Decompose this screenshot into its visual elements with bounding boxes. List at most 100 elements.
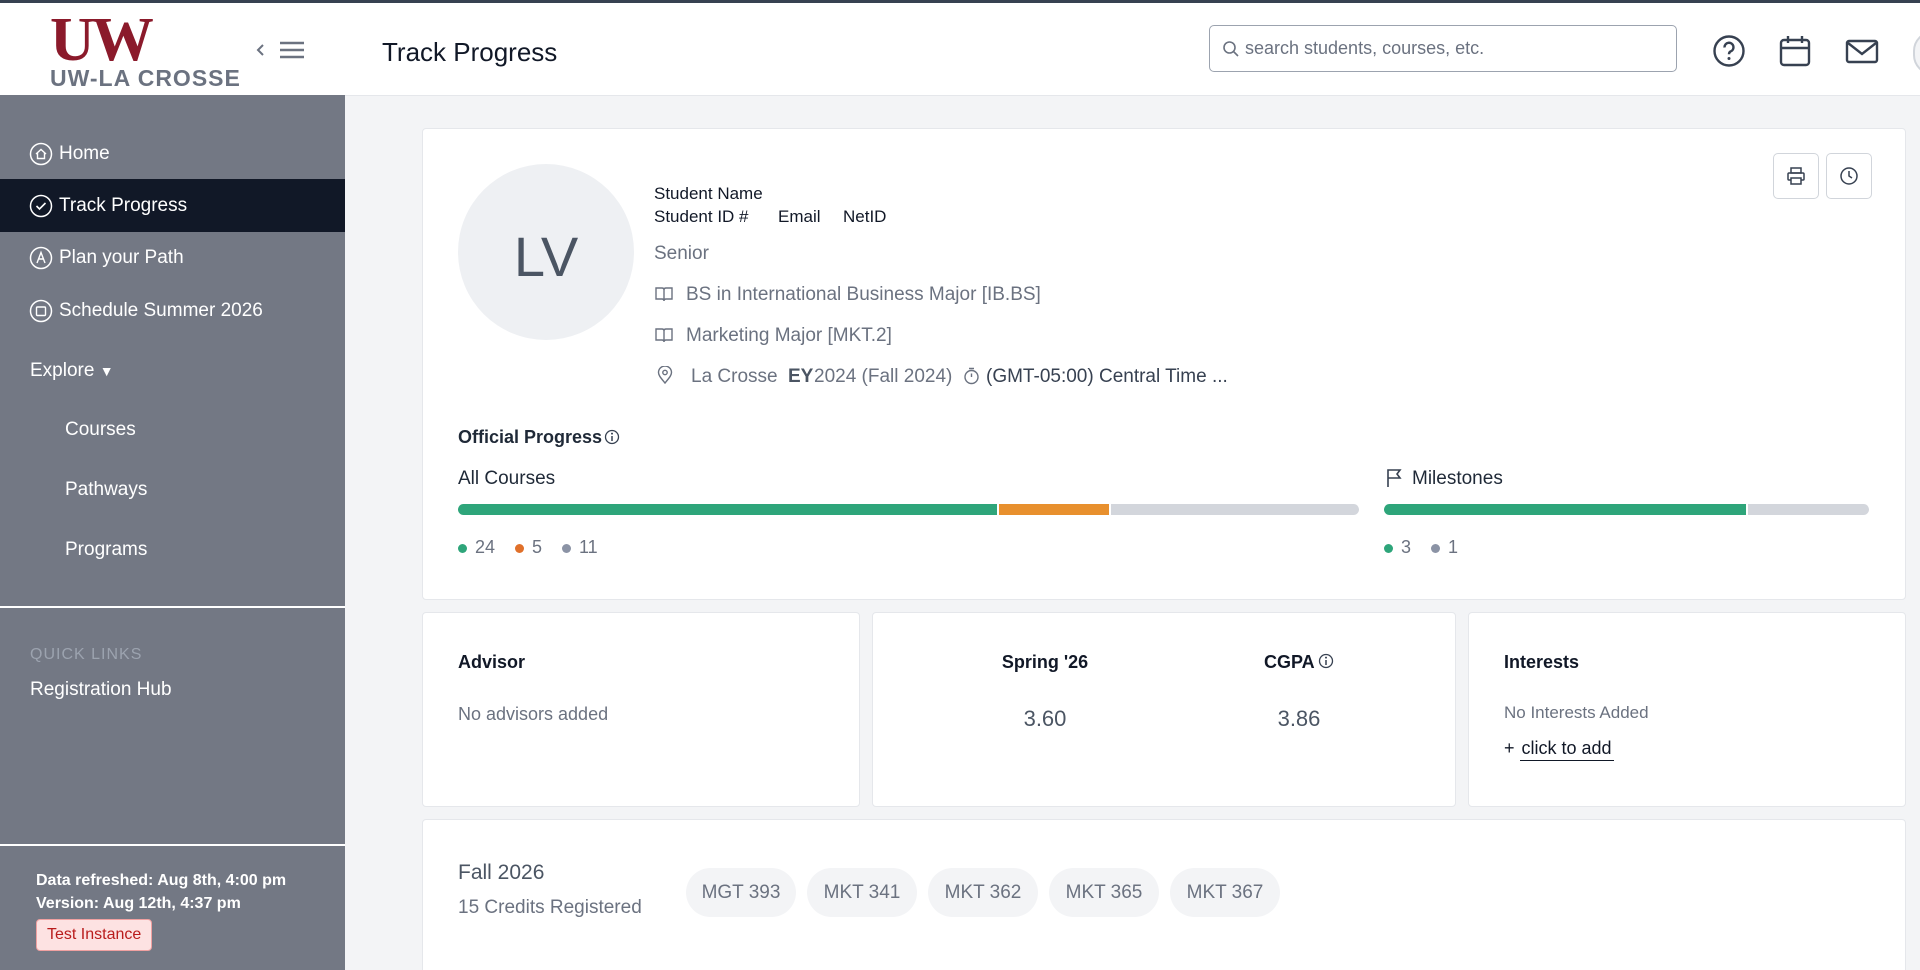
refresh-info: Data refreshed: Aug 8th, 4:00 pm [36, 872, 287, 889]
advisor-card [422, 612, 860, 807]
term-gpa: 3.60 [1023, 706, 1067, 731]
info-icon [604, 429, 620, 445]
explore-item[interactable]: Courses [65, 419, 136, 440]
legend-dot [515, 544, 524, 553]
check-icon [29, 194, 53, 218]
explore-toggle[interactable]: Explore ▼ [30, 360, 114, 382]
explore-item[interactable]: Programs [65, 539, 148, 560]
quick-link[interactable]: Registration Hub [30, 679, 172, 700]
logo-name: UW-LA CROSSE [50, 65, 241, 91]
caret: ▼ [99, 363, 114, 379]
history-button[interactable] [1826, 153, 1872, 199]
term-label: Spring '26 [1001, 652, 1089, 672]
upcoming-term: Fall 2026 [458, 861, 545, 884]
sidebar: UW UW-LA CROSSE Home Track Progress Plan… [0, 3, 346, 970]
interests-card [1468, 612, 1906, 807]
book-icon [655, 328, 673, 343]
search-placeholder: search students, courses, etc. [1245, 38, 1485, 58]
legend-dot [1431, 544, 1440, 553]
divider [0, 844, 345, 846]
legend-dot [458, 544, 467, 553]
student-id: Student ID # [654, 207, 749, 226]
avatar-initials: LV [513, 225, 579, 288]
gpa-card [872, 612, 1456, 807]
calendar-button[interactable] [1778, 34, 1812, 68]
flag-icon [1387, 469, 1402, 487]
legend-count: 1 [1448, 537, 1459, 557]
logo-area: UW UW-LA CROSSE [0, 3, 346, 95]
nav-item[interactable]: Plan your Path [59, 247, 184, 268]
search-box[interactable]: search students, courses, etc. [1209, 25, 1677, 72]
course-pill[interactable]: MKT 367 [1170, 868, 1280, 917]
student-netid: NetID [843, 207, 887, 226]
instance-badge: Test Instance [36, 919, 153, 951]
page-title: Track Progress [382, 37, 558, 67]
program: Marketing Major [MKT.2] [686, 325, 892, 346]
path-icon [29, 246, 53, 270]
course-pill[interactable]: MKT 362 [928, 868, 1038, 917]
explore-label: Explore [30, 360, 95, 381]
profile-card [422, 128, 1906, 600]
legend-count: 24 [475, 537, 496, 557]
cgpa-value: 3.86 [1277, 706, 1321, 731]
divider [0, 606, 345, 608]
info-icon [1318, 653, 1334, 669]
credits: 15 Credits Registered [458, 897, 642, 918]
legend-count: 3 [1401, 537, 1412, 557]
legend-count: 11 [579, 537, 598, 557]
progress-segment [458, 504, 997, 515]
progress-segment [998, 504, 1110, 515]
cgpa-label: CGPA [1264, 652, 1315, 672]
explore-item[interactable]: Pathways [65, 479, 148, 500]
clock-icon [1840, 167, 1858, 185]
location-icon [657, 366, 673, 384]
entry-year: 2024 (Fall 2024) [814, 366, 953, 387]
card-title: Interests [1504, 652, 1580, 672]
print-icon [1787, 167, 1805, 185]
progress-segment [1747, 504, 1869, 515]
course-pill[interactable]: MGT 393 [686, 868, 796, 917]
student-email: Email [778, 207, 821, 226]
help-button[interactable] [1712, 34, 1746, 68]
schedule-icon [29, 299, 53, 323]
menu-toggle[interactable] [255, 39, 305, 61]
timer-icon [964, 367, 979, 385]
course-pill[interactable]: MKT 341 [807, 868, 917, 917]
legend-count: 5 [532, 537, 543, 557]
progress-title: Official Progress [458, 427, 603, 447]
progress-label: All Courses [458, 468, 556, 489]
empty-text: No advisors added [458, 704, 609, 724]
card-title: Advisor [458, 652, 526, 672]
student-name: Student Name [654, 184, 763, 203]
nav-item[interactable]: Track Progress [59, 195, 188, 216]
upcoming-card [422, 819, 1906, 970]
class-standing: Senior [654, 243, 709, 264]
add-link: click to add [1519, 738, 1614, 761]
home-icon [29, 142, 53, 166]
mail-button[interactable] [1845, 34, 1879, 68]
timezone: (GMT-05:00) Central Time ... [986, 366, 1228, 387]
avatar [458, 164, 634, 340]
nav-item[interactable]: Schedule Summer 2026 [59, 300, 263, 321]
version-info: Version: Aug 12th, 4:37 pm [36, 895, 241, 912]
progress-segment [1384, 504, 1746, 515]
program: BS in International Business Major [IB.B… [686, 284, 1041, 305]
print-button[interactable] [1773, 153, 1819, 199]
nav-item[interactable]: Home [59, 143, 110, 164]
course-pill[interactable]: MKT 365 [1049, 868, 1159, 917]
active-nav-bg [0, 179, 345, 232]
header: Track Progress search students, courses,… [345, 3, 1920, 96]
ey-label: EY [788, 366, 814, 387]
logo-mark: UW [50, 6, 154, 74]
search-icon [1223, 41, 1239, 57]
progress-label: Milestones [1412, 468, 1503, 489]
empty-text: No Interests Added [1504, 703, 1649, 722]
user-avatar[interactable] [1913, 31, 1920, 75]
legend-dot [562, 544, 571, 553]
legend-dot [1384, 544, 1393, 553]
location: La Crosse [691, 366, 778, 387]
book-icon [655, 287, 673, 302]
add-interest[interactable]: + click to add [1504, 738, 1614, 761]
quick-links-title: QUICK LINKS [30, 646, 143, 663]
